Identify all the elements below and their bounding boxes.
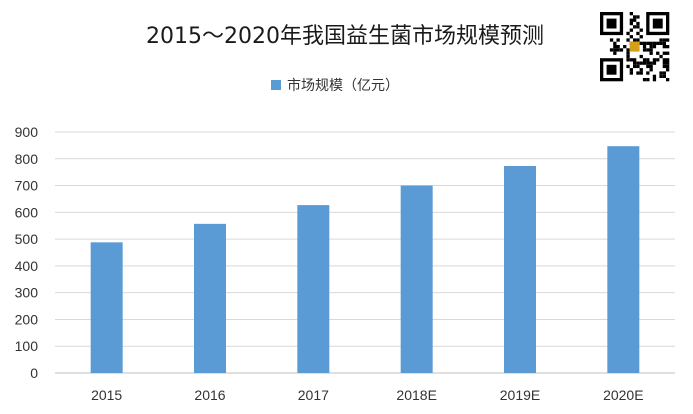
x-tick-label: 2016	[194, 387, 225, 403]
bar	[194, 223, 226, 373]
bars	[90, 146, 640, 373]
legend: 市场规模（亿元）	[271, 77, 399, 94]
y-tick-label: 300	[15, 285, 39, 301]
y-tick-label: 900	[15, 124, 39, 140]
y-tick-label: 0	[30, 365, 38, 381]
y-tick-label: 200	[15, 311, 39, 327]
bar	[90, 242, 123, 373]
qr-code-icon	[598, 10, 672, 84]
bar	[400, 185, 433, 373]
x-axis-ticks: 2015 2016 2017 2018E 2019E 2020E	[91, 387, 643, 403]
x-tick-label: 2018E	[396, 387, 436, 403]
y-tick-label: 500	[15, 231, 39, 247]
x-tick-label: 2019E	[500, 387, 540, 403]
y-tick-label: 400	[15, 258, 39, 274]
bar	[607, 146, 640, 373]
x-tick-label: 2020E	[603, 387, 643, 403]
legend-swatch	[271, 80, 281, 90]
y-tick-label: 600	[15, 204, 39, 220]
gridlines	[55, 131, 675, 374]
x-tick-label: 2015	[91, 387, 122, 403]
y-tick-label: 800	[15, 151, 39, 167]
y-axis-ticks: 0 100 200 300 400 500 600 700 800 900	[15, 124, 39, 381]
bar	[504, 166, 536, 373]
bar	[297, 205, 330, 373]
chart-title: 2015～2020年我国益生菌市场规模预测	[146, 24, 544, 49]
x-tick-label: 2017	[298, 387, 329, 403]
legend-label: 市场规模（亿元）	[287, 77, 399, 94]
y-tick-label: 100	[15, 338, 39, 354]
y-tick-label: 700	[15, 178, 39, 194]
